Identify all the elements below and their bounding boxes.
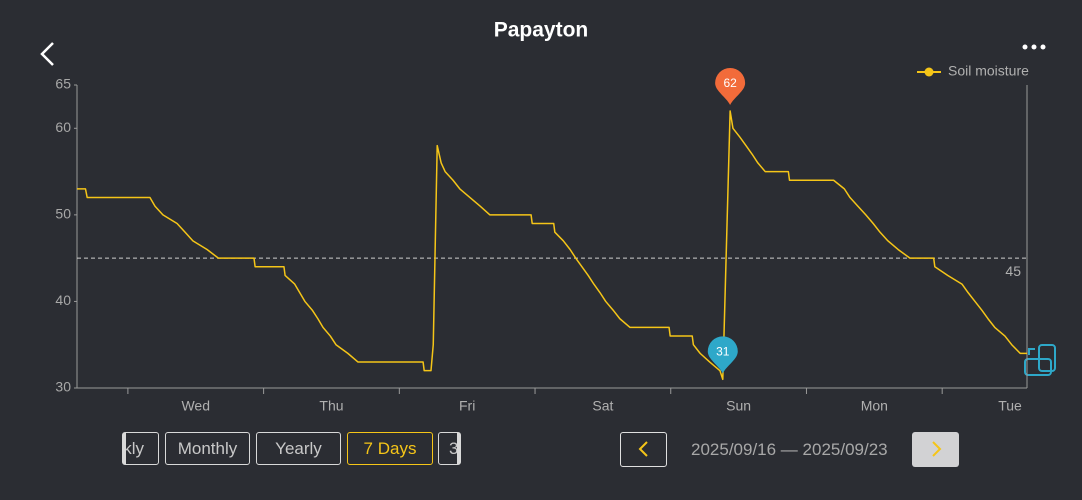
x-tick-label: Thu (319, 398, 343, 414)
dot (1022, 44, 1028, 50)
date-range: 2025/09/16 — 2025/09/23 (691, 440, 888, 459)
dot (1040, 44, 1046, 50)
series-line (77, 110, 1027, 381)
period-button[interactable]: Yearly (256, 432, 341, 465)
pin (707, 336, 738, 374)
back-button[interactable] (40, 42, 54, 66)
pin-label: 62 (723, 76, 737, 90)
legend-dot (924, 67, 934, 77)
icon-part (1028, 348, 1035, 355)
chevron (932, 441, 942, 457)
pin-label: 31 (716, 345, 730, 359)
y-tick-label: 65 (55, 76, 71, 92)
y-tick-label: 40 (55, 292, 71, 308)
y-tick-label: 30 (55, 379, 71, 395)
chevron-left (638, 441, 648, 457)
dot (1031, 44, 1037, 50)
next-button[interactable] (912, 432, 959, 467)
threshold-label: 45 (1005, 263, 1021, 279)
x-tick-label: Mon (861, 398, 888, 414)
period-button[interactable]: kly (122, 432, 159, 465)
chevron (638, 441, 648, 457)
chevron-right (932, 441, 942, 457)
x-tick-label: Sun (726, 398, 751, 414)
x-tick-label: Sat (592, 398, 613, 414)
title: Papayton (494, 19, 589, 42)
icon-part (1024, 358, 1052, 376)
x-tick-label: Wed (181, 398, 210, 414)
y-tick-label: 50 (55, 206, 71, 222)
pin (715, 67, 746, 105)
period-button[interactable]: 3 (438, 432, 461, 465)
prev-button[interactable] (620, 432, 667, 467)
rotate-icon[interactable] (1024, 344, 1056, 376)
x-tick-label: Fri (459, 398, 475, 414)
period-button[interactable]: 7 Days (347, 432, 433, 465)
x-tick-label: Tue (998, 398, 1022, 414)
y-tick-label: 60 (55, 119, 71, 135)
more-button[interactable] (1022, 44, 1046, 50)
period-button[interactable]: Monthly (165, 432, 250, 465)
legend-label: Soil moisture (948, 63, 1029, 79)
